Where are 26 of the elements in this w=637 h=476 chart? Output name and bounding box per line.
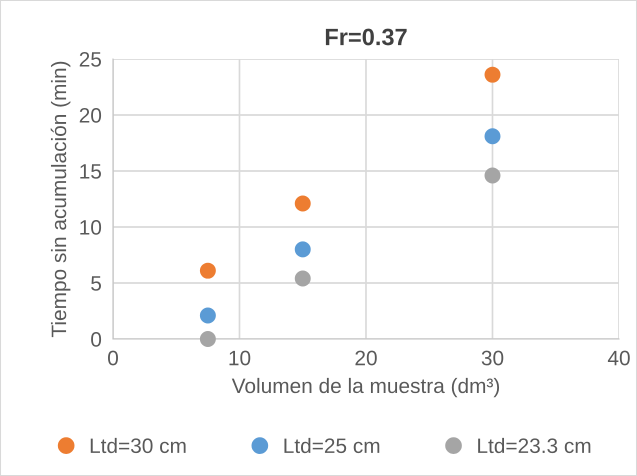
chart-title: Fr=0.37	[326, 28, 407, 46]
legend-label: Ltd=30 cm	[90, 438, 186, 454]
y-tick-label: 5	[91, 276, 102, 291]
y-tick-label: 25	[80, 52, 102, 67]
point	[484, 128, 500, 144]
y-tick-label: 15	[80, 164, 102, 179]
point	[484, 66, 500, 83]
x-tick-label: 10	[230, 350, 250, 366]
y-tick-label: 20	[80, 108, 102, 123]
point	[200, 308, 216, 324]
point	[200, 331, 216, 347]
point	[294, 196, 311, 212]
x-tick-label: 20	[355, 350, 377, 366]
y-tick-label: 0	[91, 332, 102, 347]
y-axis-title: Tiempo sin acumulación (min)	[50, 62, 70, 338]
point	[200, 262, 216, 279]
point	[484, 168, 500, 184]
x-tick-label: 0	[108, 350, 118, 366]
x-axis-title: Volumen de la muestra (dm³)	[232, 378, 500, 398]
x-tick-label: 30	[482, 350, 504, 366]
y-tick-label: 10	[80, 220, 102, 235]
point	[294, 270, 311, 286]
legend-label: Ltd=25 cm	[284, 438, 380, 454]
point	[294, 241, 311, 258]
legend-label: Ltd=23.3 cm	[478, 438, 590, 454]
x-tick-label: 40	[608, 350, 630, 366]
